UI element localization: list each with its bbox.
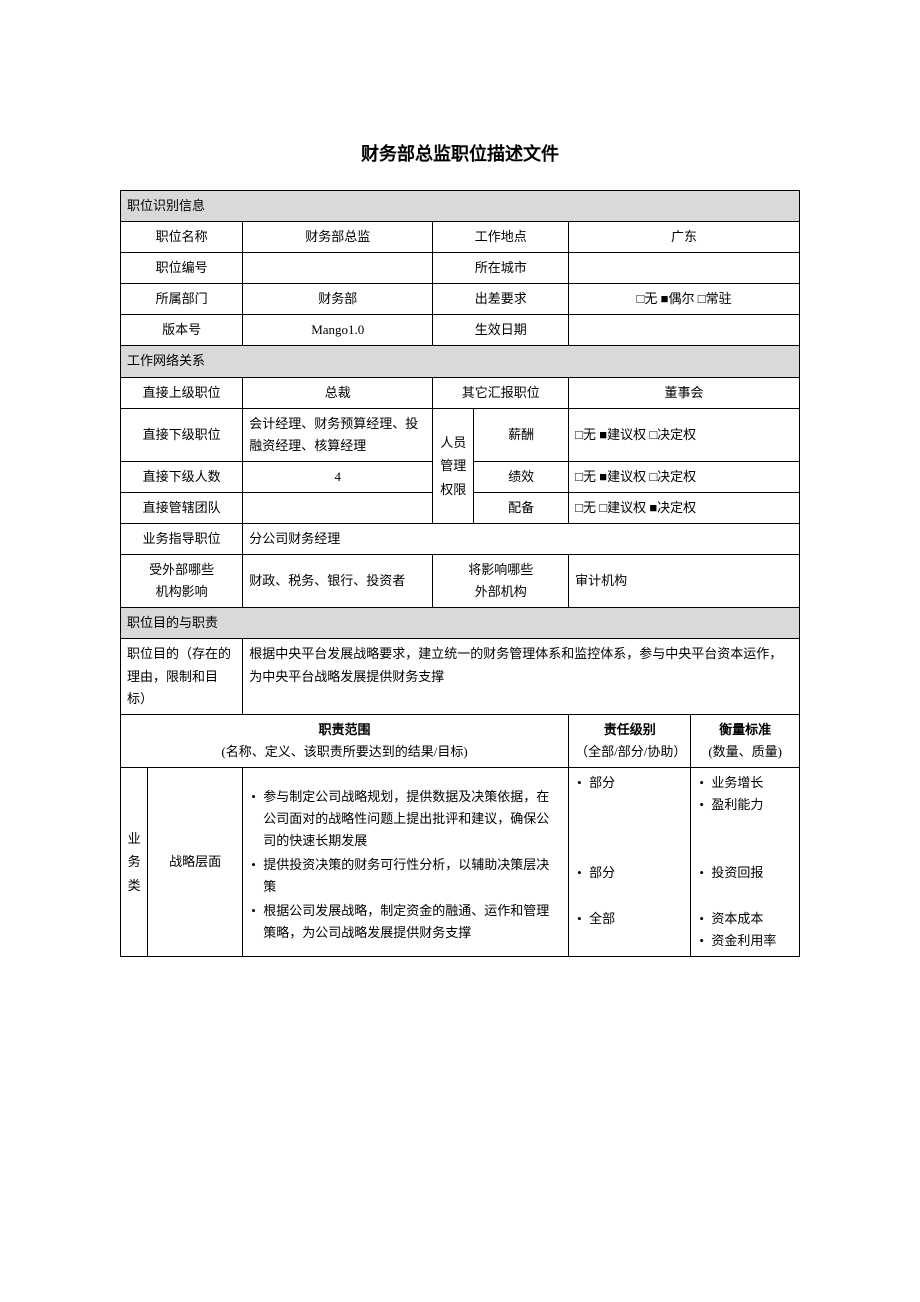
- value-config: □无 □建议权 ■决定权: [569, 492, 800, 523]
- document-title: 财务部总监职位描述文件: [120, 140, 800, 166]
- measure-item: 资金利用率: [697, 930, 793, 952]
- value-salary: □无 ■建议权 □决定权: [569, 408, 800, 461]
- label-travel: 出差要求: [433, 284, 569, 315]
- label-pos-no: 职位编号: [121, 253, 243, 284]
- value-ext-out: 审计机构: [569, 555, 800, 608]
- label-ext-out: 将影响哪些外部机构: [433, 555, 569, 608]
- cat-business: 业务类: [121, 767, 148, 956]
- level-item: 全部: [575, 908, 684, 930]
- value-other-report: 董事会: [569, 377, 800, 408]
- measure-item: 盈利能力: [697, 794, 793, 816]
- section-header-2: 工作网络关系: [121, 346, 800, 377]
- measure-item: 业务增长: [697, 772, 793, 794]
- value-travel: □无 ■偶尔 □常驻: [569, 284, 800, 315]
- label-subordinate: 直接下级职位: [121, 408, 243, 461]
- measures-list: 业务增长 盈利能力 投资回报 资本成本 资金利用率: [691, 767, 800, 956]
- label-purpose: 职位目的（存在的理由，限制和目标）: [121, 639, 243, 714]
- value-superior: 总裁: [243, 377, 433, 408]
- value-dept: 财务部: [243, 284, 433, 315]
- cat-strategy: 战略层面: [148, 767, 243, 956]
- header-scope: 职责范围 (名称、定义、该职责所要达到的结果/目标): [121, 714, 569, 767]
- label-work-loc: 工作地点: [433, 222, 569, 253]
- duty-item: 根据公司发展战略，制定资金的融通、运作和管理策略，为公司战略发展提供财务支撑: [249, 900, 562, 944]
- header-measure: 衡量标准 (数量、质量): [691, 714, 800, 767]
- value-version: Mango1.0: [243, 315, 433, 346]
- label-city: 所在城市: [433, 253, 569, 284]
- duty-item: 提供投资决策的财务可行性分析，以辅助决策层决策: [249, 854, 562, 898]
- label-dept: 所属部门: [121, 284, 243, 315]
- value-city: [569, 253, 800, 284]
- levels-list: 部分 部分 全部: [569, 767, 691, 956]
- section-header-3: 职位目的与职责: [121, 608, 800, 639]
- value-purpose: 根据中央平台发展战略要求，建立统一的财务管理体系和监控体系，参与中央平台资本运作…: [243, 639, 800, 714]
- value-team: [243, 492, 433, 523]
- label-sub-count: 直接下级人数: [121, 461, 243, 492]
- measure-item: 投资回报: [697, 862, 793, 884]
- value-perf: □无 ■建议权 □决定权: [569, 461, 800, 492]
- value-pos-name: 财务部总监: [243, 222, 433, 253]
- value-subordinate: 会计经理、财务预算经理、投融资经理、核算经理: [243, 408, 433, 461]
- label-other-report: 其它汇报职位: [433, 377, 569, 408]
- value-sub-count: 4: [243, 461, 433, 492]
- level-item: 部分: [575, 772, 684, 794]
- label-superior: 直接上级职位: [121, 377, 243, 408]
- value-effective: [569, 315, 800, 346]
- header-level: 责任级别 （全部/部分/协助）: [569, 714, 691, 767]
- main-table: 职位识别信息 职位名称 财务部总监 工作地点 广东 职位编号 所在城市 所属部门…: [120, 190, 800, 957]
- label-salary: 薪酬: [474, 408, 569, 461]
- label-pos-name: 职位名称: [121, 222, 243, 253]
- section-header-1: 职位识别信息: [121, 191, 800, 222]
- label-team: 直接管辖团队: [121, 492, 243, 523]
- duty-item: 参与制定公司战略规划，提供数据及决策依据，在公司面对的战略性问题上提出批评和建议…: [249, 786, 562, 852]
- label-version: 版本号: [121, 315, 243, 346]
- label-perf: 绩效: [474, 461, 569, 492]
- value-ext-in: 财政、税务、银行、投资者: [243, 555, 433, 608]
- value-work-loc: 广东: [569, 222, 800, 253]
- label-config: 配备: [474, 492, 569, 523]
- value-guide: 分公司财务经理: [243, 524, 800, 555]
- level-item: 部分: [575, 862, 684, 884]
- label-guide: 业务指导职位: [121, 524, 243, 555]
- label-effective: 生效日期: [433, 315, 569, 346]
- label-pm: 人员管理权限: [433, 408, 474, 523]
- duties-list: 参与制定公司战略规划，提供数据及决策依据，在公司面对的战略性问题上提出批评和建议…: [243, 767, 569, 956]
- label-ext-in: 受外部哪些机构影响: [121, 555, 243, 608]
- value-pos-no: [243, 253, 433, 284]
- measure-item: 资本成本: [697, 908, 793, 930]
